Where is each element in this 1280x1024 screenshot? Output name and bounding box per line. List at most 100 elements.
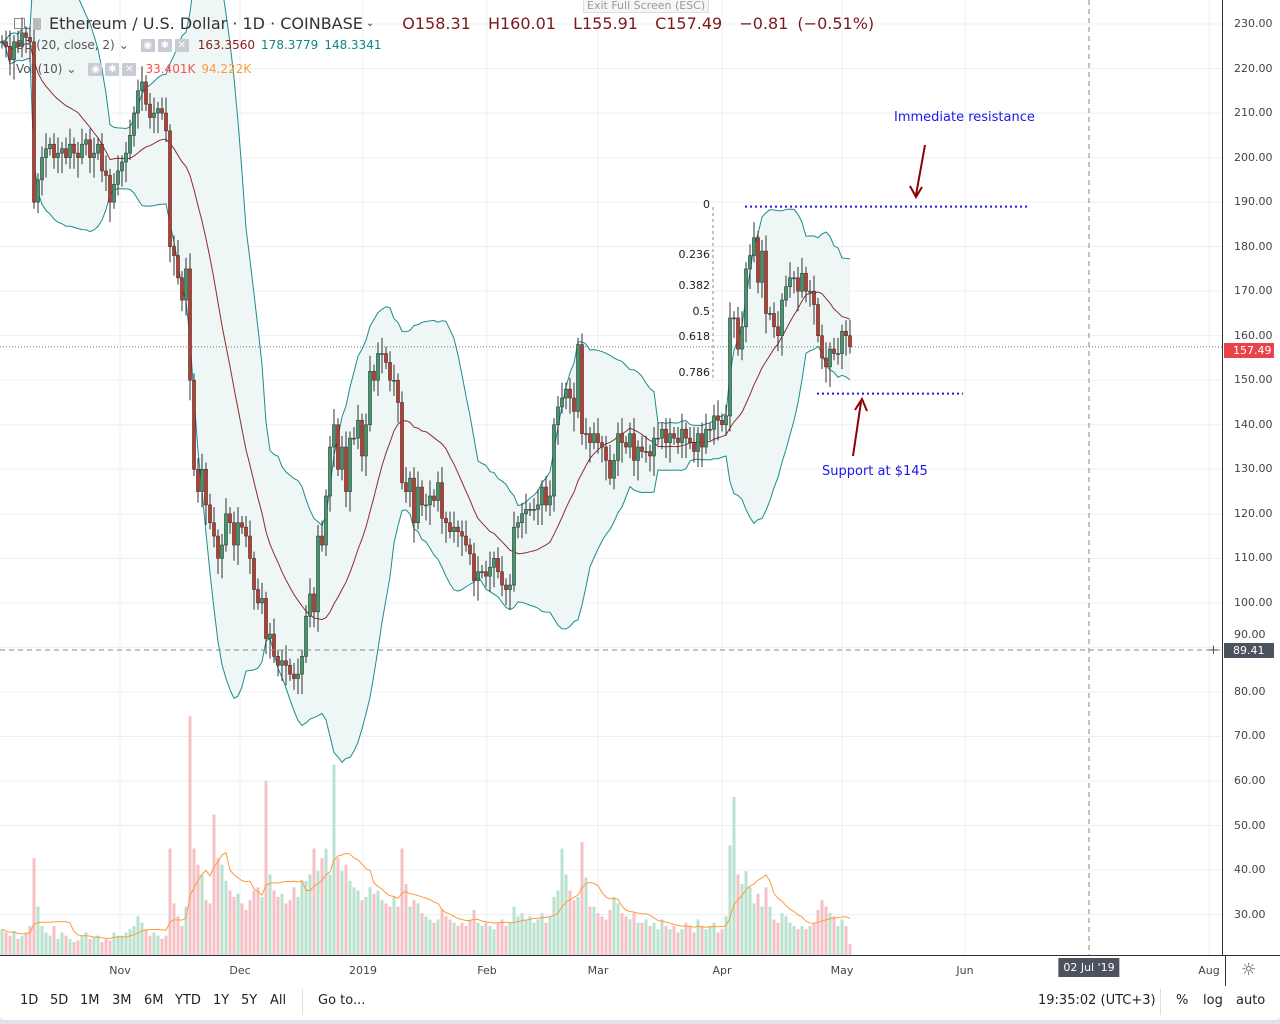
candle-body (608, 460, 612, 479)
candle-body (828, 348, 832, 368)
chevron-down-icon[interactable]: ⌄ (118, 38, 129, 52)
volume-bar (308, 874, 312, 955)
volume-bar (524, 919, 528, 955)
symbol-title[interactable]: Ethereum / U.S. Dollar · 1D · COINBASE (49, 14, 363, 33)
candle-body (404, 482, 408, 492)
price-tick-label: 50.00 (1234, 818, 1266, 832)
volume-bar (528, 916, 532, 955)
settings-gear-icon[interactable]: ☼ (1241, 960, 1257, 980)
candle-body (116, 170, 120, 185)
volume-bar (168, 848, 172, 955)
time-axis[interactable]: Nov Dec 2019 Feb Mar Apr May Jun Aug 02 Jul '19 … (0, 955, 1280, 986)
range-button-all[interactable]: All (270, 993, 287, 1008)
volume-bar (28, 925, 32, 955)
exit-fullscreen-tooltip[interactable]: Exit Full Screen (ESC) (583, 0, 710, 13)
candle-body (616, 433, 620, 461)
close-icon[interactable]: ✕ (122, 62, 137, 76)
price-tick-label: 80.00 (1234, 684, 1266, 698)
volume-bar (712, 922, 716, 955)
resistance-annotation[interactable]: Immediate resistance (894, 110, 1035, 125)
candle-body (652, 437, 656, 457)
clock-timezone[interactable]: 19:35:02 (UTC+3) (1038, 993, 1156, 1008)
candle-body (636, 446, 640, 461)
range-button-3m[interactable]: 3M (112, 993, 132, 1008)
ohlc-values: O158.31 H160.01 L155.91 C157.49 −0.81 (−… (402, 14, 882, 33)
volume-bar (44, 932, 48, 955)
candle-body (204, 468, 208, 506)
gear-icon[interactable]: ✱ (105, 62, 120, 76)
bb-label[interactable]: BB (20, close, 2) (16, 38, 115, 52)
volume-bar (232, 896, 236, 955)
candle-body (604, 446, 608, 461)
close-icon[interactable]: ✕ (174, 38, 189, 52)
candle-body (76, 152, 80, 158)
chevron-down-icon[interactable]: ⌄ (365, 18, 375, 29)
candle-body (372, 371, 376, 381)
volume-bar (272, 890, 276, 955)
candle-body (848, 335, 852, 348)
volume-bar (0, 929, 4, 955)
candle-body (836, 353, 840, 355)
volume-bar (768, 906, 772, 955)
volume-bar (132, 925, 136, 955)
eye-icon[interactable]: ◉ (140, 38, 155, 52)
range-button-1d[interactable]: 1D (20, 993, 39, 1008)
candle-body (16, 41, 20, 47)
candle-body (24, 32, 28, 38)
volume-bar (200, 874, 204, 955)
price-chart[interactable] (0, 0, 1222, 955)
volume-bar (248, 900, 252, 955)
volume-bar (484, 922, 488, 955)
goto-button[interactable]: Go to... (318, 993, 366, 1008)
volume-bar (780, 913, 784, 955)
candle-body (328, 446, 332, 497)
candle-body (704, 428, 708, 448)
range-button-1m[interactable]: 1M (80, 993, 100, 1008)
chart-type-icon[interactable] (14, 18, 25, 29)
add-plus-icon[interactable]: + (1208, 643, 1219, 658)
candle-body (64, 148, 68, 158)
volume-bar (92, 937, 96, 955)
range-button-1y[interactable]: 1Y (213, 993, 230, 1008)
candle-body (580, 344, 584, 434)
price-tick-label: 40.00 (1234, 863, 1266, 877)
vol-label[interactable]: Vol (10) (16, 62, 63, 76)
price-axis[interactable] (1222, 0, 1280, 955)
volume-bar (696, 919, 700, 955)
range-button-5d[interactable]: 5D (50, 993, 69, 1008)
candle-body (32, 41, 36, 203)
volume-bar (96, 935, 100, 955)
volume-bar (704, 929, 708, 955)
volume-bar (596, 913, 600, 955)
range-button-5y[interactable]: 5Y (241, 993, 258, 1008)
bb-upper-value: 178.3779 (261, 38, 319, 52)
log-toggle[interactable]: log (1203, 993, 1223, 1008)
fib-level-label: 0.382 (678, 279, 711, 292)
support-annotation[interactable]: Support at $145 (822, 464, 928, 479)
gear-icon[interactable]: ✱ (157, 38, 172, 52)
close-value: C157.49 (655, 14, 723, 33)
percent-toggle[interactable]: % (1176, 993, 1189, 1008)
range-button-6m[interactable]: 6M (144, 993, 164, 1008)
candle-body (388, 362, 392, 381)
candle-body (140, 81, 144, 92)
volume-bar (452, 922, 456, 955)
candle-body (184, 268, 188, 301)
volume-bar (612, 896, 616, 955)
eye-icon[interactable]: ◉ (88, 62, 103, 76)
auto-toggle[interactable]: auto (1236, 993, 1266, 1008)
candle-body (560, 397, 564, 408)
candle-body (384, 353, 388, 363)
chevron-down-icon[interactable]: ⌄ (66, 62, 77, 76)
volume-bar (76, 940, 80, 955)
range-button-ytd[interactable]: YTD (175, 993, 201, 1008)
volume-bar (676, 932, 680, 955)
candle-body (696, 433, 700, 452)
candle-body (128, 135, 132, 154)
candle-body (164, 112, 168, 132)
volume-bar (532, 922, 536, 955)
volume-bar (552, 896, 556, 955)
volume-bar (324, 848, 328, 955)
price-tick-label: 230.00 (1234, 17, 1273, 30)
candle-body (684, 428, 688, 439)
